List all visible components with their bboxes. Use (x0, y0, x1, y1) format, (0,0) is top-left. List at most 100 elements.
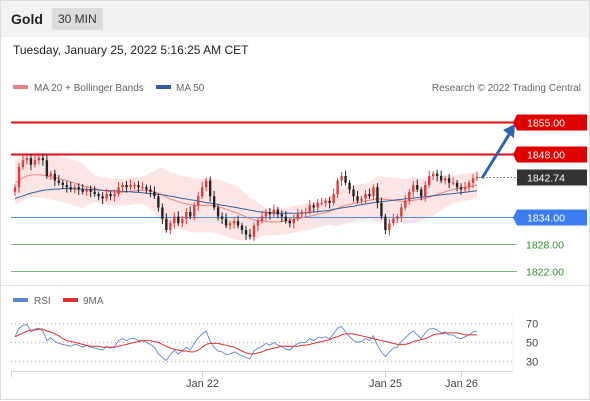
candle-body (280, 214, 284, 217)
candle-body (435, 173, 439, 176)
candle-body (37, 158, 41, 161)
candle-body (13, 187, 17, 192)
legend-swatch-ma20 (13, 85, 28, 89)
price-levels (11, 121, 517, 272)
candle-body (17, 167, 21, 188)
candle-body (416, 185, 419, 190)
candle-body (208, 180, 212, 197)
candle-body (316, 203, 319, 208)
candle-body (177, 216, 180, 224)
candle-body (220, 216, 224, 219)
candle-body (117, 187, 120, 194)
level-label-resistance: 1855.00 (527, 118, 565, 130)
candle-body (45, 160, 49, 176)
candle-body (189, 212, 192, 217)
candle-body (304, 212, 307, 213)
candle-body (193, 205, 196, 217)
candle-body (400, 207, 403, 217)
datetime-label: Tuesday, January 25, 2022 5:16:25 AM CET (13, 43, 249, 57)
candle-body (463, 187, 467, 190)
candle-body (232, 221, 236, 224)
candle-body (252, 225, 256, 237)
candle-body (41, 158, 45, 161)
candle-body (65, 185, 68, 188)
candle-body (240, 225, 244, 230)
candle-body (224, 218, 228, 226)
candle-body (256, 221, 260, 226)
legend-swatch-rsi (13, 298, 28, 302)
candle-body (336, 180, 339, 194)
candle-body (300, 212, 303, 215)
candle-body (69, 187, 72, 190)
candle-body (284, 216, 288, 221)
candle-body (324, 200, 327, 203)
candle-body (384, 216, 387, 230)
candle-body (272, 209, 276, 215)
rsi-tick-label: 70 (526, 319, 538, 331)
candle-body (197, 196, 200, 206)
candle-body (81, 189, 84, 192)
candle-body (348, 182, 351, 190)
candle-body (53, 173, 57, 181)
candle-body (173, 216, 176, 224)
candle-body (364, 194, 367, 199)
candle-body (264, 212, 268, 217)
level-label-pivot: 1834.00 (527, 213, 565, 225)
time-axis-label: Jan 25 (369, 378, 402, 390)
level-label-box (513, 146, 587, 163)
candle-body (109, 194, 112, 197)
candle-body (344, 176, 347, 183)
candle-body (200, 187, 204, 197)
candle-body (137, 185, 140, 188)
candle-body (392, 218, 395, 224)
bollinger-band (15, 152, 477, 241)
candle-body (292, 218, 295, 224)
legend-label-ma20: MA 20 + Bollinger Bands (34, 83, 144, 94)
candle-body (105, 194, 108, 199)
candle-body (447, 178, 451, 183)
candle-body (216, 207, 220, 217)
candle-body (57, 180, 61, 183)
candle-body (467, 182, 471, 188)
candle-body (125, 185, 128, 188)
candle-body (73, 187, 76, 190)
candle-body (89, 189, 92, 192)
time-axis-label: Jan 26 (445, 378, 478, 390)
candle-body (204, 180, 208, 188)
legend-label-rsi: RSI (34, 296, 51, 307)
candle-body (21, 160, 25, 167)
candle-body (181, 218, 184, 224)
level-label-box (517, 169, 587, 186)
candle-body (471, 178, 475, 183)
candle-body (33, 160, 37, 165)
timeframe-badge[interactable]: 30 MIN (52, 8, 103, 30)
candle-body (356, 196, 359, 201)
candle-body (312, 205, 315, 208)
candle-body (165, 218, 168, 230)
candle-body (320, 203, 323, 204)
candle-body (97, 194, 100, 197)
ma50-line (14, 188, 478, 214)
candlesticks (13, 153, 479, 241)
candle-body (296, 214, 299, 219)
candle-body (157, 196, 160, 208)
candle-body (443, 178, 447, 181)
candle-body (169, 223, 172, 230)
candle-body (236, 221, 240, 226)
rsi-tick-label: 50 (526, 338, 538, 350)
candle-body (113, 194, 116, 197)
candle-body (428, 176, 431, 185)
rsi-tick-label: 30 (526, 357, 538, 369)
candle-body (149, 189, 152, 192)
candle-body (29, 158, 33, 165)
candle-body (153, 191, 156, 197)
candle-body (145, 187, 148, 190)
candle-body (380, 203, 383, 217)
level-label-box (513, 209, 587, 226)
candle-body (161, 207, 164, 219)
candle-body (25, 158, 29, 161)
legend-swatch-ma50 (156, 85, 171, 89)
candle-body (248, 234, 252, 237)
